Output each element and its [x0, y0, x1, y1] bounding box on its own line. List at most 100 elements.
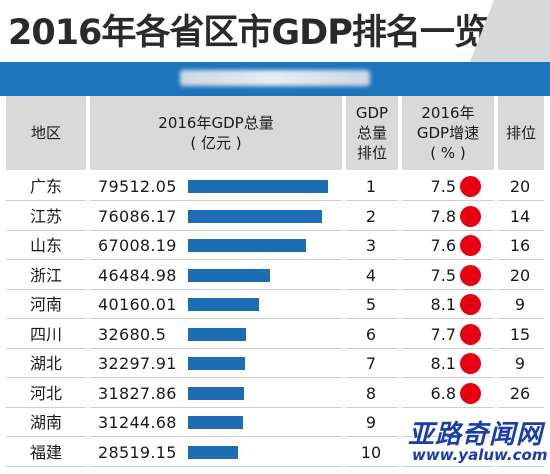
table-row: 浙江 46484.98 4 7.5 20 [6, 261, 544, 290]
title-bar: 2016年各省区市GDP排名一览 [0, 0, 550, 62]
growth-rank: 9 [514, 354, 526, 373]
growth-rank: 16 [509, 236, 531, 255]
watermark-url: www.yaluw.com [412, 446, 548, 464]
gdp-bar [188, 268, 270, 282]
gdp-bar [188, 357, 245, 370]
row-divider [6, 377, 544, 378]
gdp-bar [188, 327, 246, 341]
table-row: 江苏 76086.17 2 7.8 14 [6, 202, 544, 231]
growth-dot [460, 294, 481, 315]
gdp-value-label: 67008.19 [98, 236, 177, 255]
gdp-rank: 10 [360, 442, 382, 462]
gdp-value-label: 31244.68 [98, 413, 177, 432]
growth-value: 7.8 [430, 206, 456, 226]
region-name: 山东 [29, 236, 62, 255]
column-divider [86, 96, 90, 474]
header-growth: 2016年 GDP增速 ( % ) [402, 96, 494, 170]
row-divider [6, 229, 544, 231]
region-name: 湖南 [29, 413, 62, 432]
gdp-rank: 7 [365, 354, 377, 373]
header-growth-rank: 排位 [498, 96, 544, 170]
growth-rank: 9 [514, 295, 526, 314]
region-name: 浙江 [29, 265, 62, 285]
region-name: 广东 [29, 177, 62, 196]
gdp-value-label: 31827.86 [98, 383, 177, 403]
growth-dot [460, 264, 481, 286]
gdp-value-label: 46484.98 [98, 265, 177, 285]
table-row: 四川 32680.5 6 7.7 15 [6, 320, 544, 349]
region-name: 江苏 [29, 206, 62, 226]
table-row: 福建 28519.15 10 [6, 438, 544, 467]
table-row: 河北 31827.86 8 6.8 26 [6, 379, 544, 408]
blurred-subtitle [180, 70, 370, 86]
region-name: 福建 [29, 442, 62, 462]
gdp-bar [188, 445, 239, 459]
region-name: 四川 [29, 324, 62, 344]
row-divider [6, 288, 544, 290]
table-row: 湖南 31244.68 9 [6, 408, 544, 437]
table-row: 河南 40160.01 5 8.1 9 [6, 290, 544, 319]
header-gdp: 2016年GDP总量 ( 亿元 ) [90, 96, 342, 170]
gdp-bar [188, 180, 328, 193]
row-divider [6, 200, 544, 201]
row-divider [6, 465, 544, 467]
growth-rank: 15 [509, 324, 531, 344]
row-divider [6, 347, 544, 349]
gdp-bar [188, 209, 322, 223]
gdp-value-label: 79512.05 [98, 177, 177, 196]
column-divider [398, 96, 402, 474]
gdp-rank: 6 [365, 324, 377, 344]
gdp-value-label: 32680.5 [98, 324, 167, 344]
table-row: 广东 79512.05 1 7.5 20 [6, 172, 544, 201]
gdp-value-label: 40160.01 [98, 295, 177, 314]
region-name: 湖北 [29, 354, 62, 373]
table-row: 湖北 32297.91 7 8.1 9 [6, 349, 544, 378]
gdp-value-label: 76086.17 [98, 206, 177, 226]
gdp-rank: 2 [365, 206, 377, 226]
growth-value: 7.7 [430, 324, 456, 344]
gdp-value-label: 28519.15 [98, 442, 177, 462]
row-divider [6, 318, 544, 319]
growth-rank: 20 [509, 177, 531, 196]
gdp-rank: 1 [365, 177, 377, 196]
gdp-bar [188, 298, 259, 311]
growth-dot [460, 176, 481, 197]
gdp-rank: 5 [365, 295, 377, 314]
growth-dot [460, 353, 481, 374]
column-divider [494, 96, 498, 474]
region-name: 河南 [29, 295, 62, 314]
gdp-bar [188, 416, 243, 429]
gdp-value-label: 32297.91 [98, 354, 177, 373]
watermark: 亚路奇闻网 www.yaluw.com [402, 414, 550, 474]
header-gdp-rank: GDP 总量 排位 [346, 96, 398, 170]
growth-dot [460, 205, 481, 227]
growth-value: 7.5 [430, 265, 456, 285]
page-title: 2016年各省区市GDP排名一览 [8, 13, 489, 53]
region-name: 河北 [29, 383, 62, 403]
watermark-name: 亚路奇闻网 [408, 420, 544, 450]
gdp-bar [188, 386, 245, 400]
growth-value: 8.1 [430, 295, 456, 314]
gdp-rank: 4 [365, 265, 377, 285]
table-row: 山东 67008.19 3 7.6 16 [6, 231, 544, 260]
column-divider [342, 96, 346, 474]
gdp-table: 地区 2016年GDP总量 ( 亿元 ) GDP 总量 排位 2016年 GDP… [6, 96, 544, 474]
gdp-rank: 9 [365, 413, 377, 432]
growth-rank: 14 [509, 206, 531, 226]
growth-value: 8.1 [430, 354, 456, 373]
row-divider [6, 259, 544, 260]
growth-value: 7.5 [430, 177, 456, 196]
growth-dot [460, 382, 481, 404]
header-region: 地区 [6, 96, 86, 170]
gdp-bar [188, 239, 306, 252]
gdp-rank: 3 [365, 236, 377, 255]
row-divider [6, 436, 544, 437]
growth-rank: 20 [509, 265, 531, 285]
growth-value: 6.8 [430, 383, 456, 403]
growth-dot [460, 323, 481, 345]
row-divider [6, 406, 544, 408]
growth-rank: 26 [509, 383, 531, 403]
growth-value: 7.6 [430, 236, 456, 255]
gdp-rank: 8 [365, 383, 377, 403]
growth-dot [460, 235, 481, 256]
